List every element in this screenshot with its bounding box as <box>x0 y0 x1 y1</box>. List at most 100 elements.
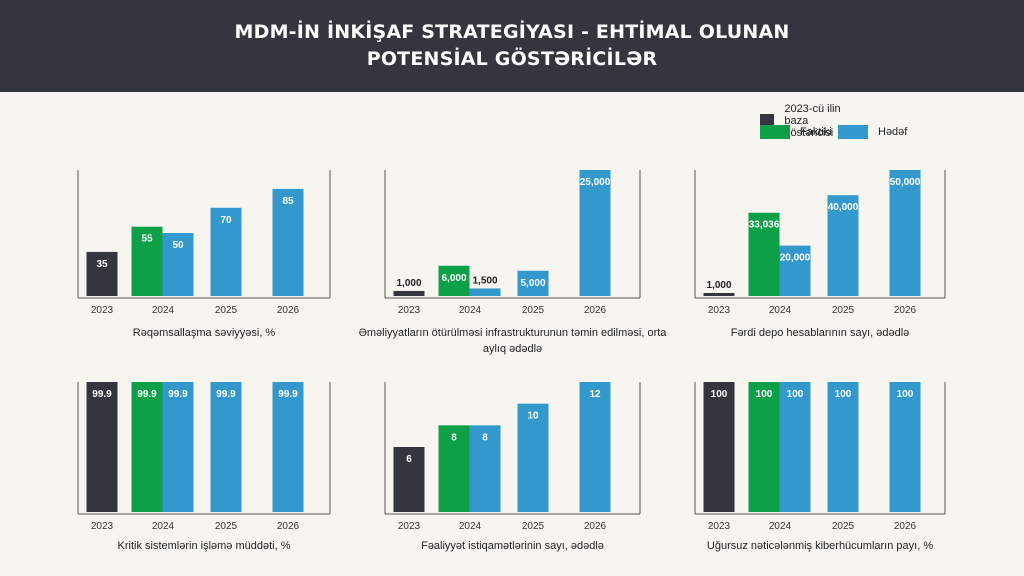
data-label-2024-target: 50 <box>172 240 184 251</box>
chart-4: 2023 2024 2025 2026 99.9 99.9 99.9 99.9 99.9 <box>77 382 331 532</box>
data-label-2024-actual: 55 <box>141 234 153 245</box>
chart-caption-6: Uğursuz nəticələnmiş kiberhücumların pay… <box>706 540 934 552</box>
data-label-2026-target: 99.9 <box>278 389 298 400</box>
tick-label-2023: 2023 <box>91 305 114 316</box>
tick-label-2024: 2024 <box>152 521 175 532</box>
bar-2023-base <box>393 447 425 512</box>
data-label-2026-target: 12 <box>589 389 601 400</box>
data-label-2024-actual: 100 <box>756 389 773 400</box>
legend-item-actual: Faktiki <box>760 125 832 139</box>
data-label-2026-target: 100 <box>897 389 914 400</box>
legend-swatch-target <box>838 125 868 139</box>
data-label-2024-target: 20,000 <box>780 253 811 264</box>
bar-2024-actual <box>748 382 780 512</box>
tick-label-2026: 2026 <box>277 521 300 532</box>
bar-2023-base <box>86 251 118 296</box>
legend-label-target: Hədəf <box>878 126 908 138</box>
data-label-2026-target: 85 <box>282 196 294 207</box>
tick-label-2026: 2026 <box>584 305 607 316</box>
tick-label-2025: 2025 <box>215 521 238 532</box>
tick-label-2025: 2025 <box>832 521 855 532</box>
tick-label-2025: 2025 <box>832 305 855 316</box>
data-label-2023-base: 35 <box>96 259 108 270</box>
tick-label-2024: 2024 <box>769 305 792 316</box>
bar-2025-target <box>517 270 549 296</box>
data-label-2025-target: 40,000 <box>828 202 859 213</box>
page-title-line1: MDM-İN İNKİŞAF STRATEGİYASI - EHTİMAL OL… <box>234 21 790 43</box>
bar-2026-target <box>579 382 611 512</box>
tick-label-2024: 2024 <box>459 521 482 532</box>
legend-label-actual: Faktiki <box>800 126 832 138</box>
chart-3: 2023 2024 2025 2026 1,000 33,036 20,000 40,000 5… <box>694 170 946 316</box>
data-label-2024-target: 8 <box>482 432 488 443</box>
bar-2024-target <box>779 245 811 296</box>
bar-2023-base <box>703 382 735 512</box>
bar-2024-target <box>779 382 811 512</box>
data-label-2024-actual: 33,036 <box>749 220 780 231</box>
tick-label-2026: 2026 <box>277 305 300 316</box>
tick-label-2026: 2026 <box>584 521 607 532</box>
legend-label-base: 2023-cü ilin baza göstəricisi <box>784 103 841 139</box>
bar-2024-actual <box>748 212 780 296</box>
tick-label-2026: 2026 <box>894 521 917 532</box>
chart-5: 2023 2024 2025 2026 6 8 8 10 12 <box>384 382 641 532</box>
chart-1: 2023 2024 2025 2026 35 55 50 70 85 <box>77 170 331 316</box>
data-label-2023-base: 99.9 <box>92 389 112 400</box>
legend-swatch-base <box>760 114 775 128</box>
bar-2024-actual <box>438 265 470 296</box>
bar-2026-target <box>272 188 304 296</box>
tick-label-2025: 2025 <box>522 305 545 316</box>
bar-2024-actual <box>438 425 470 512</box>
tick-label-2023: 2023 <box>91 521 114 532</box>
bar-2025-target <box>517 403 549 512</box>
tick-label-2023: 2023 <box>398 305 421 316</box>
bar-2025-target <box>827 195 859 296</box>
bar-2024-actual <box>131 226 163 296</box>
data-label-2024-actual: 99.9 <box>137 389 157 400</box>
chart-caption-1: Rəqəmsallaşma səviyyəsi, % <box>132 327 276 339</box>
data-label-2025-target: 99.9 <box>216 389 236 400</box>
bar-2024-target <box>469 288 501 296</box>
data-label-2026-target: 50,000 <box>890 177 921 188</box>
bar-2026-target <box>272 382 304 512</box>
data-label-2025-target: 10 <box>527 411 539 422</box>
data-label-2025-target: 70 <box>220 215 232 226</box>
bar-2024-target <box>162 233 194 296</box>
tick-label-2025: 2025 <box>215 305 238 316</box>
bar-2026-target <box>579 170 611 296</box>
chart-2: 2023 2024 2025 2026 1,000 6,000 1,500 5,000 25,0… <box>384 170 641 316</box>
page-title-line2: POTENSİAL GÖSTƏRİCİLƏR <box>366 48 658 70</box>
tick-label-2024: 2024 <box>769 521 792 532</box>
tick-label-2024: 2024 <box>152 305 175 316</box>
bar-2023-base <box>393 290 425 296</box>
bar-2026-target <box>889 170 921 296</box>
data-label-2023-base: 1,000 <box>706 280 731 291</box>
legend-swatch-actual <box>760 125 790 139</box>
chart-caption-2: Əməliyyatların ötürülməsi infrastrukturu… <box>358 327 667 355</box>
legend-item-base: 2023-cü ilin baza göstəricisi <box>760 103 849 139</box>
chart-caption-3: Fərdi depo hesablarının sayı, ədədlə <box>730 327 910 339</box>
header-banner: MDM-İN İNKİŞAF STRATEGİYASI - EHTİMAL OL… <box>0 0 1024 92</box>
tick-label-2023: 2023 <box>708 521 731 532</box>
tick-label-2026: 2026 <box>894 305 917 316</box>
data-label-2024-target: 1,500 <box>472 275 497 286</box>
bar-2024-actual <box>131 382 163 512</box>
data-label-2023-base: 1,000 <box>396 278 421 289</box>
bar-2025-target <box>210 382 242 512</box>
bar-2025-target <box>827 382 859 512</box>
data-label-2025-target: 5,000 <box>520 278 545 289</box>
tick-label-2025: 2025 <box>522 521 545 532</box>
data-label-2024-target: 99.9 <box>168 389 188 400</box>
tick-label-2023: 2023 <box>398 521 421 532</box>
bar-2023-base <box>86 382 118 512</box>
data-label-2024-actual: 6,000 <box>441 273 466 284</box>
chart-caption-5: Fəaliyyət istiqamətlərinin sayı, ədədlə <box>421 540 604 552</box>
data-label-2023-base: 100 <box>711 389 728 400</box>
bar-2024-target <box>469 425 501 512</box>
data-label-2024-target: 100 <box>787 389 804 400</box>
bar-2026-target <box>889 382 921 512</box>
data-label-2025-target: 100 <box>835 389 852 400</box>
legend-item-target: Hədəf <box>838 125 907 139</box>
data-label-2023-base: 6 <box>406 454 412 465</box>
tick-label-2023: 2023 <box>708 305 731 316</box>
